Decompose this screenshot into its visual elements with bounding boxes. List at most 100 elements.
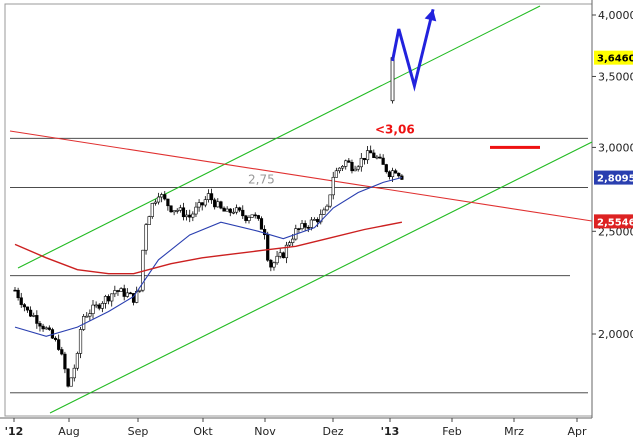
candle-body — [384, 164, 388, 173]
y-tick-label: 2,0000 — [598, 328, 633, 341]
candle-body — [181, 207, 186, 218]
candle-body — [209, 193, 214, 201]
candle-body — [303, 223, 307, 228]
candle-body — [256, 215, 260, 219]
candle-body — [53, 337, 58, 340]
channel-lower-line — [49, 141, 593, 414]
y-tick-label: 3,5000 — [598, 70, 633, 83]
candle-body — [166, 198, 170, 207]
price-tag — [594, 214, 633, 229]
candle-body — [372, 152, 376, 158]
target-bar — [490, 145, 540, 149]
forecast-arrow — [391, 8, 437, 92]
candle-body — [219, 201, 223, 209]
candle-body — [38, 323, 42, 327]
candle-body — [13, 289, 17, 292]
candle-body — [322, 209, 326, 215]
candle-body — [353, 168, 357, 172]
candle-body — [163, 194, 167, 200]
candle-body — [119, 288, 123, 292]
candle-body — [365, 150, 370, 161]
candle-body — [122, 288, 126, 297]
candle-body — [153, 201, 158, 204]
candle-body — [66, 368, 70, 387]
candle-body — [387, 171, 392, 178]
candle-body — [281, 252, 285, 259]
candle-body — [291, 238, 295, 243]
candle-body — [319, 214, 323, 223]
candle-body — [337, 167, 342, 172]
candle-body — [41, 325, 45, 330]
forecast-path — [391, 8, 435, 92]
annotations: <3,06 2,75 — [248, 122, 540, 186]
candle-body — [88, 313, 92, 317]
candle-body — [144, 224, 148, 251]
candle-body — [156, 196, 161, 203]
candle-body — [28, 309, 33, 317]
y-tick-label: 2,5000 — [598, 225, 633, 238]
y-tick-label: 4,0000 — [598, 9, 633, 22]
candle-body — [47, 327, 51, 330]
candle-body — [188, 214, 192, 218]
candle-body — [316, 219, 320, 223]
candle-body — [250, 214, 254, 218]
x-tick-label: Apr — [567, 425, 587, 438]
candle-body — [390, 170, 395, 178]
candle-body — [172, 210, 176, 213]
candle-body — [369, 150, 373, 154]
downtrend-line — [9, 130, 593, 222]
candle-body — [262, 228, 267, 236]
candle-body — [269, 259, 273, 268]
candle-body — [103, 296, 108, 304]
plot-area — [4, 3, 593, 417]
annotation-label: <3,06 — [375, 122, 415, 136]
candle-body — [185, 214, 189, 218]
candle-body — [375, 156, 379, 159]
candle-body — [231, 211, 236, 214]
candle-body — [331, 176, 335, 196]
price-tag-label: 2,5546 — [597, 217, 633, 228]
x-tick-label: Feb — [442, 425, 461, 438]
candle-body — [72, 367, 76, 379]
candle-body — [75, 353, 79, 369]
annotation-label: 2,75 — [248, 172, 275, 186]
candle-body — [350, 162, 354, 172]
candle-body — [178, 207, 182, 211]
candle-body — [297, 228, 301, 230]
candle-body — [113, 290, 117, 295]
axes: 2,0000 2,5000 3,0000 3,5000 4,0000 3,6460 2,80… — [5, 9, 633, 438]
candle-body — [259, 218, 264, 230]
candle-body — [306, 227, 310, 229]
candle-body — [107, 296, 111, 302]
candle-body — [216, 201, 220, 208]
candle-body — [328, 194, 332, 207]
candle-body — [238, 207, 242, 211]
candle-body — [278, 252, 282, 257]
x-tick-label: '12 — [5, 425, 24, 438]
candle-body — [253, 214, 257, 217]
candle-body — [110, 293, 114, 302]
candle-body — [44, 327, 48, 330]
candle-body — [312, 219, 317, 221]
candle-body — [272, 262, 276, 268]
x-tick-label: Sep — [128, 425, 149, 438]
candle-body — [85, 315, 89, 318]
candle-body — [334, 170, 338, 178]
candle-body — [91, 304, 95, 314]
chart-frame — [0, 0, 593, 419]
candle-body — [138, 289, 142, 292]
candle-body — [35, 315, 39, 324]
candle-body — [100, 303, 104, 309]
price-tag-label: 2,8095 — [597, 174, 633, 185]
price-tag — [594, 170, 633, 185]
moving-average-short — [14, 176, 403, 337]
candle-body — [378, 156, 382, 159]
candle-body — [16, 289, 20, 299]
candle-body — [356, 166, 360, 170]
candle-body — [194, 206, 198, 215]
candle-body — [150, 203, 154, 217]
candle-body — [309, 219, 314, 228]
candle-body — [325, 205, 329, 211]
candle-body — [60, 349, 64, 355]
candle-body — [160, 194, 164, 198]
